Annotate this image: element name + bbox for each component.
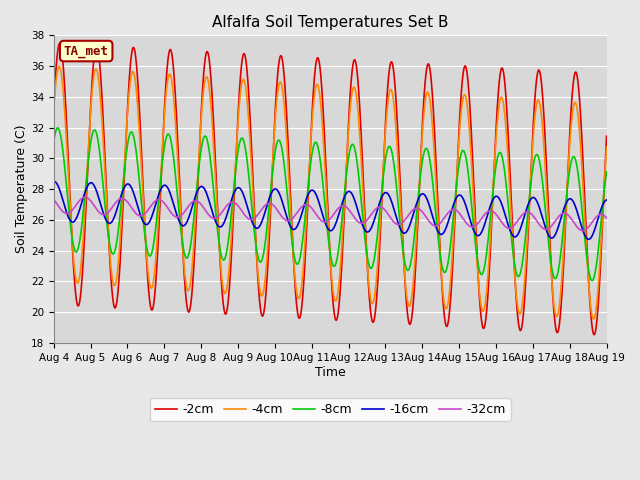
- X-axis label: Time: Time: [315, 365, 346, 379]
- -16cm: [204, 195, 212, 201]
- -4cm: [550, 304, 558, 310]
- -4cm: [394, 155, 402, 161]
- -32cm: [81, 194, 89, 200]
- -8cm: [384, 144, 392, 150]
- -32cm: [603, 215, 611, 221]
- -4cm: [589, 316, 597, 322]
- Text: TA_met: TA_met: [64, 45, 109, 58]
- -8cm: [550, 275, 558, 280]
- -2cm: [168, 55, 176, 60]
- -4cm: [384, 97, 392, 103]
- -2cm: [204, 51, 212, 57]
- Legend: -2cm, -4cm, -8cm, -16cm, -32cm: -2cm, -4cm, -8cm, -16cm, -32cm: [150, 398, 511, 421]
- Title: Alfalfa Soil Temperatures Set B: Alfalfa Soil Temperatures Set B: [212, 15, 449, 30]
- -2cm: [384, 79, 392, 84]
- -32cm: [550, 220, 558, 226]
- -16cm: [168, 197, 176, 203]
- -8cm: [204, 142, 212, 148]
- -16cm: [384, 191, 392, 197]
- -4cm: [168, 82, 176, 88]
- -4cm: [603, 146, 611, 152]
- -2cm: [394, 130, 402, 135]
- -2cm: [603, 133, 611, 139]
- -32cm: [168, 211, 176, 217]
- Line: -2cm: -2cm: [54, 43, 607, 335]
- -8cm: [588, 278, 596, 284]
- -2cm: [50, 103, 58, 108]
- Line: -8cm: -8cm: [54, 128, 607, 281]
- -8cm: [603, 169, 611, 175]
- -8cm: [54, 125, 61, 131]
- -4cm: [204, 79, 212, 84]
- -16cm: [603, 197, 611, 203]
- -16cm: [585, 237, 593, 242]
- -4cm: [603, 144, 611, 150]
- -16cm: [394, 219, 402, 225]
- -32cm: [384, 211, 392, 217]
- -8cm: [50, 138, 58, 144]
- -16cm: [50, 179, 58, 184]
- Line: -32cm: -32cm: [54, 197, 607, 231]
- -32cm: [394, 222, 402, 228]
- -32cm: [50, 197, 58, 203]
- -2cm: [603, 136, 611, 142]
- -8cm: [168, 145, 176, 151]
- -16cm: [550, 234, 558, 240]
- -8cm: [394, 197, 402, 203]
- Line: -16cm: -16cm: [54, 181, 607, 240]
- Line: -4cm: -4cm: [54, 66, 607, 319]
- -16cm: [50, 179, 58, 184]
- -2cm: [590, 332, 598, 337]
- -16cm: [603, 197, 611, 203]
- Y-axis label: Soil Temperature (C): Soil Temperature (C): [15, 125, 28, 253]
- -4cm: [50, 106, 58, 111]
- -32cm: [603, 215, 611, 221]
- -32cm: [204, 211, 212, 217]
- -8cm: [603, 170, 611, 176]
- -2cm: [56, 40, 63, 46]
- -2cm: [550, 312, 558, 318]
- -32cm: [579, 228, 587, 234]
- -4cm: [55, 63, 63, 69]
